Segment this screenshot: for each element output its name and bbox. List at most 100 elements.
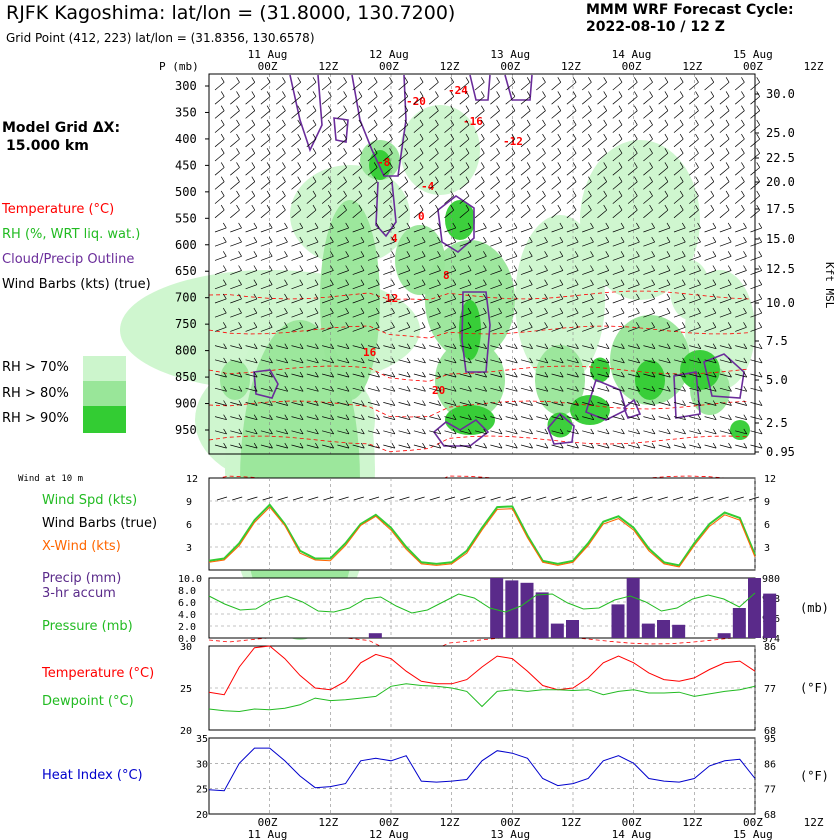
wind-barb-flag-25-0 — [603, 77, 607, 83]
wind-barb-flag-27-16 — [636, 307, 640, 314]
wind-barb-flag-31-23 — [697, 414, 702, 420]
wind-barb-flag-16-4 — [465, 133, 470, 140]
wind-barb-flag-16-3 — [465, 119, 470, 126]
wind-barb-flag-20-21 — [529, 386, 533, 392]
wind-barb-35-16 — [750, 312, 762, 318]
wind-barb-0-10 — [214, 227, 227, 233]
wind-barb-flag-6-2 — [312, 105, 317, 111]
wind-barb-17-24 — [475, 430, 487, 435]
wind-barb-1-16 — [230, 312, 242, 318]
wind-barb-flag-30-24 — [682, 428, 686, 435]
wind-barb-27-5 — [627, 153, 638, 162]
wind-barb-flag-14-17 — [437, 322, 441, 328]
wind-barb-flag-26-3 — [618, 119, 623, 126]
wind-barb-21-5 — [536, 153, 546, 162]
wind-barb-10-12 — [367, 255, 380, 261]
wind-barb-12-3 — [398, 124, 409, 133]
wind-barb-15-4 — [444, 138, 454, 148]
legend-wind-barbs: Wind Barbs (kts) (true) — [2, 277, 151, 292]
wind-barb-flag-19-15 — [513, 293, 518, 300]
wind-barb-34-15 — [735, 298, 747, 304]
wind-barb-21-24 — [536, 430, 548, 435]
wind-barb-flag-25-21 — [605, 386, 610, 392]
wind-barb-25-13 — [597, 270, 609, 275]
temp-contour-1 — [208, 325, 750, 339]
wind10-barb-20 — [520, 496, 532, 501]
wind-barb-31-13 — [689, 270, 701, 275]
wind-barb-flag-0-24 — [223, 428, 227, 435]
wind-barb-30-3 — [673, 124, 684, 133]
wind-barb-flag-24-15 — [590, 293, 594, 300]
wind-barb-13-25 — [413, 444, 426, 449]
wind-barb-27-4 — [627, 138, 638, 148]
wind-barb-flag-15-11 — [452, 236, 457, 243]
wind-barb-flag-35-12 — [758, 251, 763, 257]
wind-barb-4-22 — [276, 402, 288, 406]
wind-barb-23-20 — [566, 373, 579, 378]
hi-tick-right-1: 86 — [764, 759, 776, 770]
wind-barb-flag-5-14 — [299, 279, 304, 285]
wind-barb-flag-31-25 — [697, 442, 702, 449]
wind-barb-flag-22-19 — [559, 357, 564, 364]
wind-barb-flag-2-12 — [253, 251, 258, 257]
wind-barb-3-10 — [260, 227, 273, 233]
wind-barb-flag-28-17 — [651, 322, 655, 328]
wind10-barb-26 — [612, 496, 623, 501]
temp-contour-label-9: 12 — [385, 292, 398, 305]
wind-barb-1-7 — [230, 181, 240, 190]
precip-tick-3: 4.0 — [178, 610, 196, 621]
wind-barb-flag-34-0 — [741, 77, 745, 83]
wind-barb-flag-20-9 — [526, 204, 531, 211]
wind-barb-8-16 — [337, 312, 349, 318]
wind-barb-flag-29-12 — [666, 251, 671, 257]
wind-barb-19-4 — [505, 138, 516, 148]
wind-barb-flag-21-0 — [542, 77, 546, 83]
wind-barb-flag-8-5 — [343, 148, 347, 154]
wind-barb-1-9 — [230, 209, 240, 219]
wind-barb-flag-26-20 — [621, 371, 625, 378]
wind-barb-flag-18-10 — [498, 222, 502, 229]
wind-barb-9-14 — [352, 284, 365, 290]
wind-barb-flag-30-2 — [679, 105, 684, 111]
wind-barb-11-14 — [383, 284, 395, 290]
wind-barb-flag-6-15 — [314, 293, 319, 300]
wind-barb-16-1 — [459, 96, 470, 105]
wind-barb-flag-7-22 — [330, 400, 334, 406]
wind-barb-17-7 — [474, 181, 485, 190]
wind-barb-0-18 — [214, 345, 227, 350]
precip-bar-5 — [550, 623, 564, 638]
wind-barb-flag-21-1 — [542, 91, 546, 97]
wind-barb-flag-28-19 — [651, 357, 656, 364]
wind-barb-20-13 — [520, 270, 533, 275]
wind-barb-16-10 — [459, 227, 472, 233]
wind-barb-flag-11-2 — [389, 105, 393, 111]
wind-barb-1-15 — [230, 298, 242, 304]
legend-dewpoint: Dewpoint (°C) — [42, 694, 134, 709]
wind-barb-30-2 — [673, 110, 684, 119]
wind-barb-1-6 — [230, 167, 240, 176]
wind-barb-flag-11-4 — [389, 133, 393, 140]
rh-area-2-0 — [445, 200, 475, 240]
wind-barb-22-10 — [551, 227, 563, 233]
wind-barb-flag-22-23 — [559, 414, 564, 420]
wind-barb-flag-13-3 — [419, 119, 424, 126]
wind-barb-flag-20-3 — [526, 119, 531, 126]
wind-barb-1-17 — [230, 326, 242, 332]
wind-barb-28-6 — [643, 167, 653, 176]
wind-barb-flag-3-9 — [266, 204, 271, 211]
wind-barb-8-5 — [337, 153, 347, 162]
wind-barb-33-5 — [719, 153, 730, 162]
wind-barb-flag-34-22 — [743, 400, 748, 406]
wind-barb-32-11 — [704, 241, 716, 247]
wind-barb-flag-14-5 — [435, 148, 439, 154]
wind-barb-flag-9-15 — [360, 293, 365, 300]
wind-barb-23-21 — [566, 387, 579, 392]
wind-barb-5-14 — [291, 284, 303, 290]
wind-barb-35-15 — [750, 298, 762, 304]
pressure-tick-12: 900 — [175, 397, 197, 411]
wind-barb-flag-24-14 — [590, 279, 594, 285]
wind-barb-30-20 — [673, 373, 686, 378]
wind-barb-flag-3-14 — [268, 279, 273, 285]
wind-barb-flag-24-21 — [590, 386, 595, 392]
wind-barb-flag-1-24 — [238, 428, 243, 435]
